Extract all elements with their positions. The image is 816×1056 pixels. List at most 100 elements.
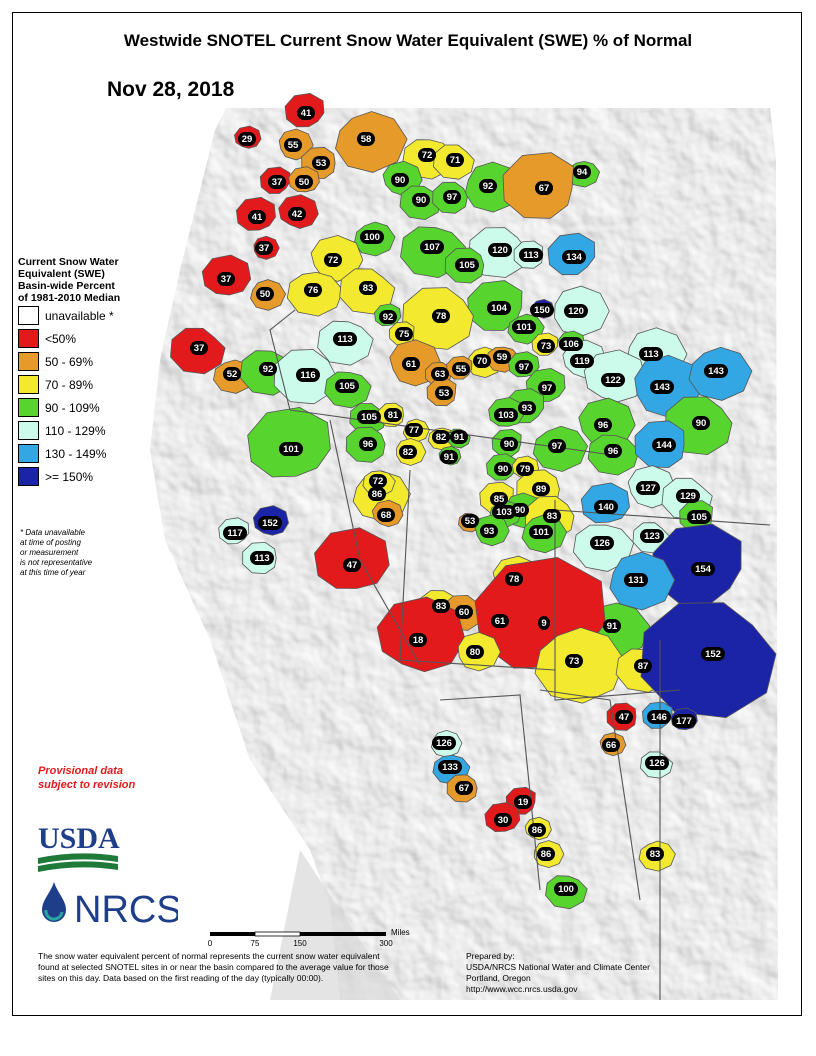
basin-label: 72 [324,253,342,267]
basin-label: 77 [405,423,423,437]
basin-value: 41 [252,212,263,223]
basin-label: 101 [279,442,303,456]
basin-label: 61 [491,614,509,628]
legend-title-line: Equivalent (SWE) [18,268,105,280]
usda-logo: USDA [38,822,120,872]
basin-label: 126 [432,736,456,750]
legend-label: 50 - 69% [45,354,94,369]
legend-swatch [18,398,39,417]
basin-value: 37 [221,274,232,285]
basin-value: 47 [347,560,358,571]
legend-swatch [18,444,39,463]
scale-tick: 300 [379,939,393,948]
basin-value: 78 [509,574,520,585]
basin-value: 120 [492,245,508,256]
basin-label: 60 [455,605,473,619]
basin-label: 107 [420,240,444,254]
basin-label: 123 [640,529,664,543]
basin-value: 82 [436,432,447,443]
basin-label: 72 [418,148,436,162]
basin-value: 70 [477,356,488,367]
basin-label: 90 [494,462,512,476]
basin-value: 133 [442,762,458,773]
basin-value: 101 [533,527,550,538]
legend-label: 90 - 109% [45,400,100,415]
basin-value: 52 [227,369,238,380]
legend-title: Current Snow Water Equivalent (SWE) Basi… [18,256,148,304]
legend-class: 130 - 149% [18,442,148,465]
basin-value: 19 [518,797,529,808]
basin-value: 53 [439,388,450,399]
basin-label: 73 [565,654,583,668]
basin-value: 73 [569,656,580,667]
usda-logo-text: USDA [38,822,120,855]
basin-value: 117 [227,528,242,539]
basin-label: 113 [639,347,663,361]
basin-labels: 41 29 55 58 72 71 53 37 50 90 92 94 90 97 67 41 42 37 100 1… [190,106,728,896]
basin-label: 53 [312,156,330,170]
basin-value: 67 [539,183,550,194]
basin-label: 129 [676,489,700,503]
basin-label: 143 [650,380,674,394]
basin-label: 83 [646,847,664,861]
basin-value: 50 [299,177,310,188]
legend-class: >= 150% [18,465,148,488]
basin-value: 61 [495,616,506,627]
basin-value: 100 [558,884,574,895]
basin-value: 116 [300,370,315,381]
basin-label: 100 [554,882,578,896]
basin-value: 50 [260,289,271,300]
basin-value: 134 [566,252,583,263]
basin-label: 120 [488,243,512,257]
legend-class: <50% [18,327,148,350]
basin-label: 103 [492,505,516,519]
basin-value: 9 [541,618,546,629]
basin-label: 116 [296,368,320,382]
basin-label: 37 [268,175,286,189]
basin-label: 90 [692,416,710,430]
basin-value: 104 [491,303,508,314]
basin-value: 105 [691,512,708,523]
legend-label: 110 - 129% [45,423,106,438]
basin-label: 113 [250,551,274,565]
basin-value: 97 [447,192,458,203]
basin-value: 97 [552,441,563,452]
basin-value: 53 [316,158,327,169]
basin-label: 71 [446,153,464,167]
basin-value: 97 [519,362,530,373]
basin-label: 73 [537,339,555,353]
basin-label: 68 [377,508,395,522]
basin-label: 119 [570,354,594,368]
basin-value: 113 [254,553,269,564]
legend-label: <50% [45,331,77,346]
basin-value: 58 [361,134,372,145]
basin-label: 106 [559,337,583,351]
basin-value: 29 [242,134,253,145]
basin-label: 75 [395,327,413,341]
water-drop-icon [42,882,66,922]
basin-value: 53 [465,516,476,527]
basin-value: 105 [339,381,356,392]
basin-value: 122 [605,375,621,386]
basin-label: 90 [500,437,518,451]
legend-note-line: at this time of year [20,568,86,577]
basin-label: 42 [288,207,306,221]
basin-label: 41 [297,106,315,120]
basin-label: 66 [602,738,620,752]
basin-label: 81 [384,408,402,422]
legend-swatch [18,467,39,486]
basin-value: 144 [656,440,673,451]
basin-label: 92 [259,362,277,376]
basin-value: 93 [484,526,495,537]
basin-value: 83 [650,849,661,860]
basin-label: 86 [368,487,386,501]
provisional-line: Provisional data [38,765,123,777]
basin-label: 59 [493,350,511,364]
legend-swatch [18,352,39,371]
basin-label: 37 [255,241,273,255]
basin-value: 126 [594,538,610,549]
nrcs-logo: NRCS [42,882,178,930]
map-date: Nov 28, 2018 [107,78,235,101]
basin-label: 67 [455,781,473,795]
basin-label: 50 [295,175,313,189]
